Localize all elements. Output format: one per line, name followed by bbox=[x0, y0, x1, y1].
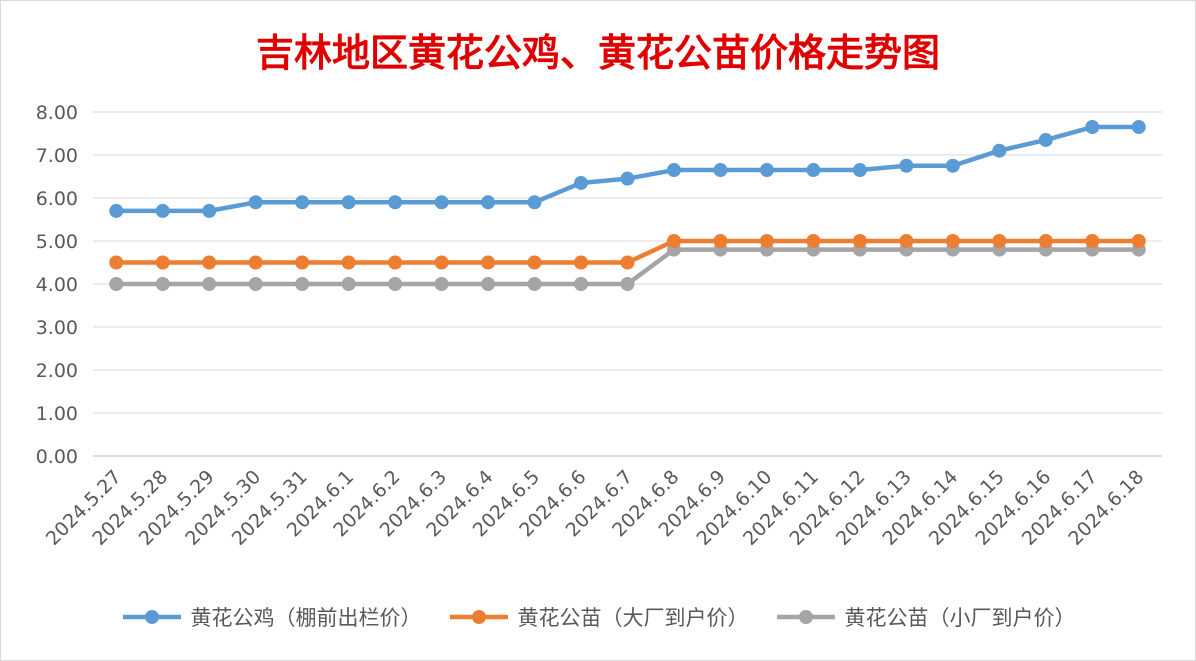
data-point bbox=[759, 234, 774, 248]
data-point bbox=[295, 255, 310, 270]
data-point bbox=[1131, 120, 1146, 135]
series-2 bbox=[109, 234, 1146, 270]
y-tick-label: 6.00 bbox=[36, 188, 78, 210]
data-point bbox=[109, 255, 124, 270]
data-point bbox=[759, 163, 774, 178]
legend-swatch-marker bbox=[471, 610, 486, 624]
data-point bbox=[1038, 234, 1053, 248]
data-point bbox=[155, 255, 170, 270]
legend-swatch bbox=[122, 610, 181, 624]
legend-swatch bbox=[776, 610, 835, 624]
data-point bbox=[202, 203, 217, 218]
data-point bbox=[109, 203, 124, 218]
data-point bbox=[109, 277, 124, 291]
legend: 黄花公鸡（棚前出栏价） 黄花公苗（大厂到户价） 黄花公苗（小厂到户价） bbox=[0, 597, 1196, 637]
data-point bbox=[899, 158, 914, 173]
legend-swatch bbox=[449, 610, 508, 624]
data-point bbox=[434, 255, 449, 270]
data-point bbox=[852, 234, 867, 248]
data-point bbox=[388, 277, 403, 291]
data-point bbox=[481, 255, 496, 270]
data-point bbox=[992, 143, 1007, 158]
y-tick-label: 7.00 bbox=[36, 145, 78, 167]
data-point bbox=[666, 234, 681, 248]
data-point bbox=[945, 234, 960, 248]
data-point bbox=[1038, 132, 1053, 147]
data-point bbox=[1131, 234, 1146, 248]
legend-item: 黄花公苗（大厂到户价） bbox=[448, 602, 749, 632]
series-1 bbox=[109, 120, 1146, 218]
data-point bbox=[481, 195, 496, 210]
data-point bbox=[1085, 120, 1100, 135]
data-point bbox=[806, 163, 821, 178]
data-point bbox=[155, 277, 170, 291]
data-point bbox=[248, 255, 263, 270]
data-point bbox=[574, 255, 589, 270]
legend-label: 黄花公鸡（棚前出栏价） bbox=[190, 606, 422, 630]
data-point bbox=[295, 195, 310, 210]
data-point bbox=[574, 277, 589, 291]
data-point bbox=[899, 234, 914, 248]
y-tick-label: 1.00 bbox=[36, 403, 78, 425]
legend-label: 黄花公苗（大厂到户价） bbox=[517, 606, 749, 630]
data-point bbox=[574, 175, 589, 190]
data-point bbox=[527, 195, 542, 210]
data-point bbox=[527, 255, 542, 270]
data-point bbox=[434, 195, 449, 210]
y-tick-label: 2.00 bbox=[36, 360, 78, 382]
data-point bbox=[945, 158, 960, 173]
y-tick-label: 4.00 bbox=[36, 274, 78, 296]
data-point bbox=[248, 195, 263, 210]
data-point bbox=[341, 277, 356, 291]
y-tick-label: 5.00 bbox=[36, 231, 78, 253]
series-layer bbox=[109, 120, 1146, 291]
y-tick-label: 8.00 bbox=[36, 102, 78, 124]
data-point bbox=[1085, 234, 1100, 248]
data-point bbox=[713, 163, 728, 178]
x-axis-ticks: 2024.5.272024.5.282024.5.292024.5.302024… bbox=[42, 466, 1148, 550]
data-point bbox=[434, 277, 449, 291]
data-point bbox=[620, 171, 635, 186]
data-point bbox=[388, 195, 403, 210]
data-point bbox=[248, 277, 263, 291]
chart-title: 吉林地区黄花公鸡、黄花公苗价格走势图 bbox=[255, 30, 940, 75]
data-point bbox=[992, 234, 1007, 248]
data-point bbox=[666, 163, 681, 178]
data-point bbox=[620, 277, 635, 291]
data-point bbox=[202, 255, 217, 270]
y-tick-label: 0.00 bbox=[36, 446, 78, 468]
data-point bbox=[295, 277, 310, 291]
legend-swatch-marker bbox=[144, 610, 159, 624]
legend-label: 黄花公苗（小厂到户价） bbox=[844, 606, 1076, 630]
legend-swatch-marker bbox=[798, 610, 813, 624]
data-point bbox=[620, 255, 635, 270]
y-axis-ticks: 0.00 1.00 2.00 3.00 4.00 5.00 6.00 7.00 8.00 bbox=[36, 102, 78, 468]
legend-item: 黄花公苗（小厂到户价） bbox=[775, 602, 1076, 632]
data-point bbox=[388, 255, 403, 270]
y-tick-label: 3.00 bbox=[36, 317, 78, 339]
data-point bbox=[341, 255, 356, 270]
legend-item: 黄花公鸡（棚前出栏价） bbox=[121, 602, 422, 632]
data-point bbox=[852, 163, 867, 178]
data-point bbox=[481, 277, 496, 291]
data-point bbox=[806, 234, 821, 248]
data-point bbox=[527, 277, 542, 291]
data-point bbox=[341, 195, 356, 210]
data-point bbox=[155, 203, 170, 218]
data-point bbox=[713, 234, 728, 248]
data-point bbox=[202, 277, 217, 291]
